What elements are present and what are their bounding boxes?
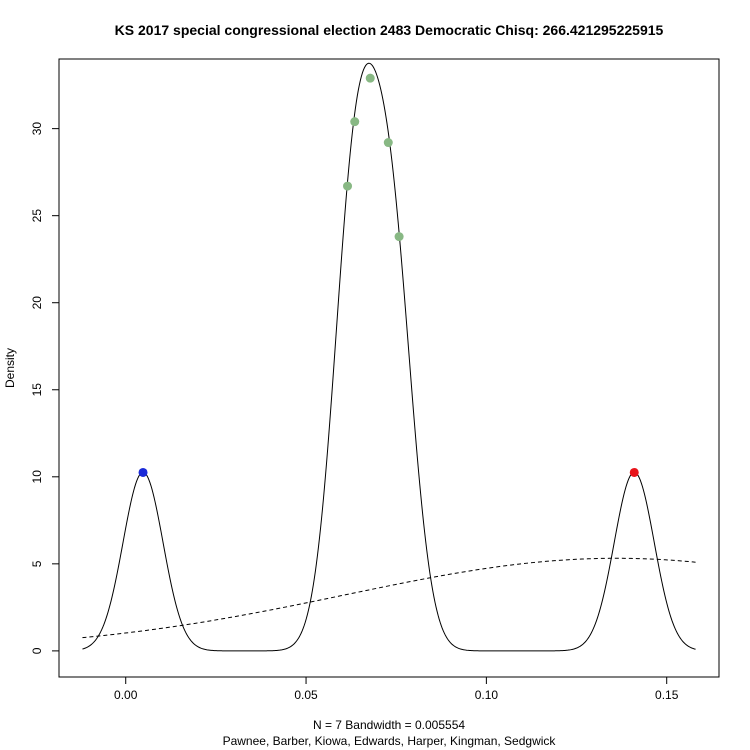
data-point [383,138,393,148]
reference-density-curve [82,557,696,639]
y-tick-label: 0 [30,647,44,654]
y-tick-label: 30 [30,122,44,136]
x-tick-label: 0.10 [475,688,499,702]
x-tick-label: 0.15 [655,688,679,702]
y-tick-label: 10 [30,470,44,484]
y-axis: 0 5 10 15 20 25 30 [30,122,60,654]
x-axis-subtitle-stats: N = 7 Bandwidth = 0.005554 [313,718,465,732]
x-tick-label: 0.05 [294,688,318,702]
kde-density-curve [82,62,696,652]
data-points [138,73,639,477]
x-axis-subtitle-counties: Pawnee, Barber, Kiowa, Edwards, Harper, … [223,734,557,748]
data-point [629,467,639,477]
data-point [350,117,360,127]
y-tick-label: 25 [30,209,44,223]
data-point [365,73,375,83]
chart-title: KS 2017 special congressional election 2… [115,22,664,38]
data-point [394,232,404,242]
y-tick-label: 15 [30,383,44,397]
plot-frame [58,58,720,678]
data-point [138,467,148,477]
y-tick-label: 20 [30,296,44,310]
y-axis-label: Density [3,348,17,388]
data-point [343,181,353,191]
y-tick-label: 5 [30,560,44,567]
x-tick-label: 0.00 [114,688,138,702]
x-axis: 0.00 0.05 0.10 0.15 [114,676,679,702]
